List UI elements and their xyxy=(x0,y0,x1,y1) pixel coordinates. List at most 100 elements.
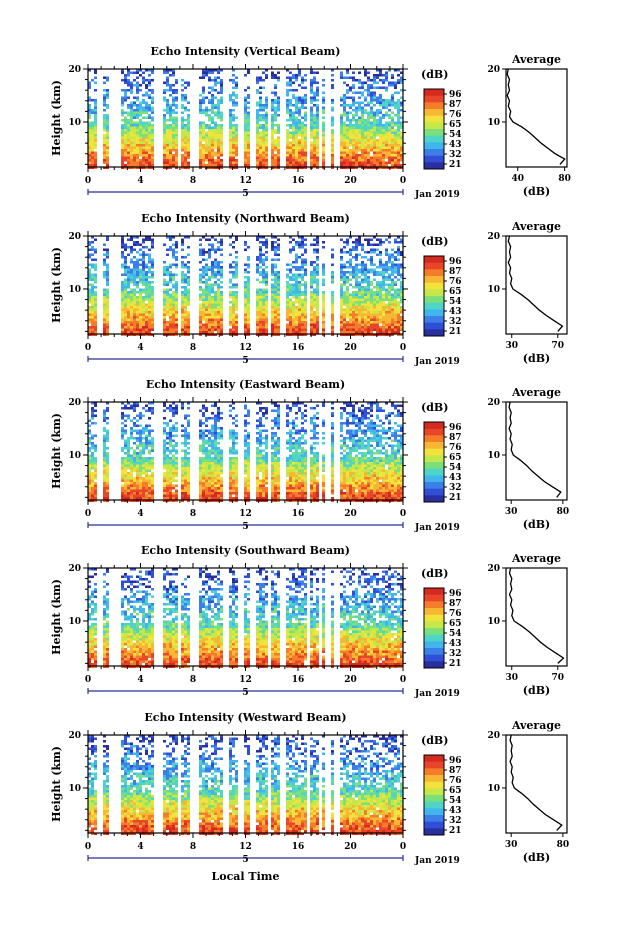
heatmap-cell xyxy=(361,129,364,132)
heatmap-cell xyxy=(346,323,349,326)
heatmap-cell xyxy=(289,101,292,104)
heatmap-cell xyxy=(262,79,265,82)
heatmap-cell xyxy=(391,301,394,304)
heatmap-cell xyxy=(400,141,403,144)
heatmap-cell xyxy=(331,328,334,331)
heatmap-cell xyxy=(106,121,109,124)
heatmap-cell xyxy=(373,321,376,324)
heatmap-cell xyxy=(358,146,361,149)
heatmap-cell xyxy=(211,303,214,306)
heatmap-cell xyxy=(295,134,298,137)
heatmap-cell xyxy=(181,308,184,311)
heatmap-cell xyxy=(364,149,367,152)
heatmap-cell xyxy=(145,303,148,306)
heatmap-cell xyxy=(304,149,307,152)
heatmap-cell xyxy=(151,318,154,321)
heatmap-cell xyxy=(316,308,319,311)
heatmap-cell xyxy=(94,266,97,269)
heatmap-cell xyxy=(136,306,139,309)
heatmap-cell xyxy=(133,124,136,127)
heatmap-cell xyxy=(172,159,175,162)
heatmap-cell xyxy=(331,253,334,256)
heatmap-cell xyxy=(289,326,292,329)
heatmap-cell xyxy=(289,286,292,289)
heatmap-cell xyxy=(94,326,97,329)
heatmap-cell xyxy=(394,276,397,279)
heatmap-cell xyxy=(88,477,91,480)
heatmap-cell xyxy=(214,84,217,87)
heatmap-cell xyxy=(313,71,316,74)
heatmap-cell xyxy=(121,144,124,147)
heatmap-cell xyxy=(94,164,97,167)
heatmap-cell xyxy=(256,89,259,92)
heatmap-cell xyxy=(184,331,187,334)
heatmap-cell xyxy=(382,86,385,89)
heatmap-cell xyxy=(139,298,142,301)
heatmap-cell xyxy=(355,136,358,139)
heatmap-cell xyxy=(397,273,400,276)
heatmap-cell xyxy=(217,246,220,249)
heatmap-cell xyxy=(301,241,304,244)
heatmap-cell xyxy=(199,261,202,264)
heatmap-cell xyxy=(169,131,172,134)
heatmap-cell xyxy=(292,278,295,281)
heatmap-cell xyxy=(271,318,274,321)
heatmap-cell xyxy=(394,166,397,169)
heatmap-cell xyxy=(382,316,385,319)
heatmap-cell xyxy=(343,296,346,299)
heatmap-cell xyxy=(295,326,298,329)
heatmap-cell xyxy=(382,278,385,281)
heatmap-cell xyxy=(202,251,205,254)
heatmap-cell xyxy=(316,71,319,74)
heatmap-cell xyxy=(346,276,349,279)
heatmap-cell xyxy=(391,141,394,144)
heatmap-cell xyxy=(346,141,349,144)
profile-frame xyxy=(505,68,568,168)
heatmap-cell xyxy=(139,144,142,147)
heatmap-cell xyxy=(202,111,205,114)
heatmap-cell xyxy=(373,136,376,139)
heatmap-cell xyxy=(364,121,367,124)
profile-x-tick-label: 40 xyxy=(511,174,524,184)
heatmap-cell xyxy=(211,271,214,274)
heatmap-cell xyxy=(94,116,97,119)
heatmap-cell xyxy=(292,286,295,289)
heatmap-cell xyxy=(187,276,190,279)
heatmap-cell xyxy=(346,316,349,319)
heatmap-cell xyxy=(229,154,232,157)
heatmap-cell xyxy=(217,303,220,306)
heatmap-cell xyxy=(322,296,325,299)
heatmap-cell xyxy=(364,251,367,254)
heatmap-cell xyxy=(376,109,379,112)
heatmap-cell xyxy=(205,318,208,321)
heatmap-cell xyxy=(103,76,106,79)
heatmap-cell xyxy=(106,76,109,79)
heatmap-cell xyxy=(172,286,175,289)
heatmap-cell xyxy=(322,124,325,127)
heatmap-cell xyxy=(292,96,295,99)
heatmap-cell xyxy=(340,313,343,316)
heatmap-cell xyxy=(298,246,301,249)
heatmap-cell xyxy=(142,301,145,304)
heatmap-cell xyxy=(289,328,292,331)
heatmap-cell xyxy=(142,263,145,266)
heatmap-cell xyxy=(361,109,364,112)
heatmap-cell xyxy=(88,479,91,482)
heatmap-cell xyxy=(355,253,358,256)
heatmap-cell xyxy=(358,136,361,139)
heatmap-cell xyxy=(343,126,346,129)
heatmap-cell xyxy=(139,306,142,309)
heatmap-cell xyxy=(199,129,202,132)
heatmap-cell xyxy=(313,311,316,314)
heatmap-cell xyxy=(181,333,184,336)
heatmap-cell xyxy=(202,139,205,142)
heatmap-cell xyxy=(205,109,208,112)
heatmap-cell xyxy=(145,139,148,142)
heatmap-cell xyxy=(271,328,274,331)
heatmap-cell xyxy=(343,139,346,142)
heatmap-cell xyxy=(262,293,265,296)
heatmap-cell xyxy=(166,124,169,127)
heatmap-cell xyxy=(187,149,190,152)
heatmap-cell xyxy=(379,129,382,132)
heatmap-cell xyxy=(322,146,325,149)
